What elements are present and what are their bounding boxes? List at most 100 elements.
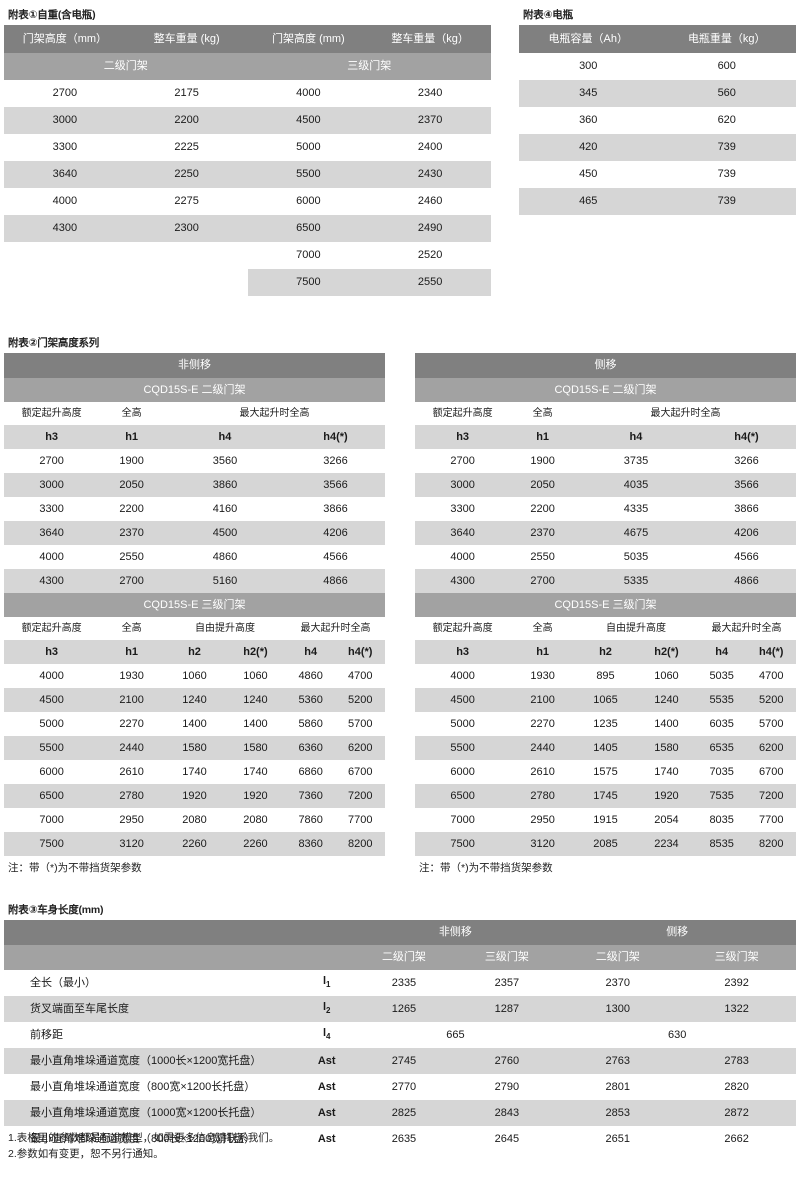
cell-r3-c2: 1405 — [575, 736, 636, 760]
cell-r0-c3: 1060 — [224, 664, 286, 688]
code-header-row: h3 h1 h2 h2(*) h4 h4(*) — [415, 640, 796, 664]
group-free-lift-height: 自由提升高度 — [575, 617, 697, 640]
cell-h1: 1900 — [99, 449, 165, 473]
cell-r5-c3: 1920 — [635, 784, 697, 808]
table-row: 4300 2300 6500 2490 — [4, 215, 491, 242]
cell-h4: 5335 — [575, 569, 697, 593]
sub-header-3: 三级门架 — [677, 945, 796, 970]
cell-r5-c5: 7200 — [335, 784, 385, 808]
cell-r0-c1: 1930 — [99, 664, 165, 688]
cell-r0-c1: 1930 — [510, 664, 576, 688]
cell-r4-c3: 1740 — [635, 760, 697, 784]
cell-r5-c4: 7360 — [285, 784, 336, 808]
cell-r1-c2: 4500 — [247, 107, 370, 134]
table-row: 4000 2550 4860 4566 — [4, 545, 385, 569]
cell-r4-c2: 2801 — [558, 1074, 678, 1100]
cell-r4-c2: 1740 — [164, 760, 225, 784]
table-row: 最小直角堆垛通道宽度（800宽×1200长托盘） Ast 2770 2790 2801 2… — [4, 1074, 796, 1100]
cell-h4-star: 3266 — [696, 449, 796, 473]
cell-r6-c0: 7000 — [415, 808, 511, 832]
cell-r5-c3: 2490 — [369, 215, 491, 242]
cell-h3: 4000 — [4, 545, 100, 569]
code-h2: h2 — [575, 640, 636, 664]
cell-h4: 3735 — [575, 449, 697, 473]
cell-r1-c1: 2100 — [99, 688, 165, 712]
cell-r5-c2: 6500 — [247, 215, 370, 242]
cell-h4: 4675 — [575, 521, 697, 545]
cell-r0-c1: 2357 — [455, 970, 559, 996]
group-header-row: 二级门架 三级门架 — [4, 53, 491, 80]
cell-r4-c4: 7035 — [696, 760, 747, 784]
table-row: 3640 2250 5500 2430 — [4, 161, 491, 188]
group-header-three-stage: 三级门架 — [247, 53, 491, 80]
section-title-three-stage: CQD15S-E 三级门架 — [415, 593, 796, 617]
table-row: 450 739 — [519, 161, 796, 188]
cell-r3-c5: 6200 — [335, 736, 385, 760]
cell-h3: 3300 — [415, 497, 511, 521]
group-rated-lift-height: 额定起升高度 — [415, 402, 511, 425]
table-row: 345 560 — [519, 80, 796, 107]
cell-r1-c1: 2200 — [125, 107, 248, 134]
cell-r0-c2: 4000 — [247, 80, 370, 107]
cell-r1-c5: 5200 — [335, 688, 385, 712]
cell-r5-c2: 2853 — [558, 1100, 678, 1126]
row-label: 最小直角堆垛通道宽度（800宽×1200长托盘） — [4, 1074, 301, 1100]
cell-r5-c0: 2825 — [352, 1100, 456, 1126]
cell-h3: 4000 — [415, 545, 511, 569]
table-row: 3300 2225 5000 2400 — [4, 134, 491, 161]
body-length-caption: 附表③车身长度(mm) — [8, 904, 104, 916]
code-h1: h1 — [99, 425, 165, 449]
cell-r3-c3: 1580 — [635, 736, 697, 760]
cell-r0-c1: 600 — [657, 53, 796, 80]
self-weight-table: 门架高度（mm） 整车重量 (kg) 门架高度 (mm) 整车重量（kg） 二级门架 三级… — [4, 25, 491, 296]
cell-r7-c2: 2085 — [575, 832, 636, 856]
code-h2: h2 — [164, 640, 225, 664]
cell-r0-c0: 2335 — [352, 970, 456, 996]
cell-r7-c1: 3120 — [510, 832, 576, 856]
cell-r1-c0: 3000 — [4, 107, 126, 134]
cell-r4-c1: 739 — [657, 161, 796, 188]
group-max-lift-height: 最大起升时全高 — [696, 617, 796, 640]
cell-h3: 2700 — [4, 449, 100, 473]
mast-note-sideshift: 注：带（*)为不带挡货架参数 — [419, 862, 553, 874]
battery-section: 附表④电瓶 电瓶容量（Ah） 电瓶重量（kg） 300 600 345 560 360 620… — [519, 8, 796, 215]
cell-r7-c5: 8200 — [335, 832, 385, 856]
cell-h4: 3560 — [164, 449, 286, 473]
mast-series-section: 附表②门架高度系列 非侧移 CQD15S-E 二级门架 额定起升高度 全高 最大起升时全… — [4, 336, 796, 876]
cell-r3-c3: 1580 — [224, 736, 286, 760]
cell-r5-c0: 6500 — [415, 784, 511, 808]
cell-r4-c4: 6860 — [285, 760, 336, 784]
variant-title: 侧移 — [415, 353, 796, 378]
column-header-2: 门架高度 (mm) — [247, 25, 370, 53]
row-symbol: Ast — [301, 1074, 353, 1100]
cell-non-sideshift-merged: 665 — [352, 1022, 559, 1048]
cell-r0-c0: 4000 — [415, 664, 511, 688]
cell-r7-c2: 7500 — [247, 269, 370, 296]
table-row: 5500 2440 1405 1580 6535 6200 — [415, 736, 796, 760]
cell-r4-c0: 6000 — [415, 760, 511, 784]
group-rated-lift-height: 额定起升高度 — [4, 402, 100, 425]
group-max-lift-height: 最大起升时全高 — [285, 617, 385, 640]
table-row: 465 739 — [519, 188, 796, 215]
code-h2: h2(*) — [224, 640, 286, 664]
cell-h1: 2700 — [99, 569, 165, 593]
cell-r6-c3: 2662 — [677, 1126, 796, 1152]
cell-r4-c1: 2790 — [455, 1074, 559, 1100]
group-max-lift-height: 最大起升时全高 — [164, 402, 385, 425]
group-header-row: 额定起升高度 全高 自由提升高度 最大起升时全高 — [415, 617, 796, 640]
cell-h3: 4300 — [415, 569, 511, 593]
cell-r7-c4: 8360 — [285, 832, 336, 856]
group-overall-height: 全高 — [510, 402, 576, 425]
group-header-two-stage: 二级门架 — [4, 53, 248, 80]
body-length-body: 非侧移 侧移 二级门架 三级门架 二级门架 三级门架 全长（最小） l1 2335 2357 237… — [4, 920, 796, 1152]
cell-r5-c2: 1920 — [164, 784, 225, 808]
group-max-lift-height: 最大起升时全高 — [575, 402, 796, 425]
cell-r1-c1: 560 — [657, 80, 796, 107]
code-h4-star: h4(*) — [696, 425, 796, 449]
cell-r7-c0: 7500 — [415, 832, 511, 856]
cell-r0-c3: 2340 — [369, 80, 491, 107]
cell-h4-star: 4566 — [285, 545, 385, 569]
cell-r0-c3: 2392 — [677, 970, 796, 996]
cell-r7-c3: 2234 — [635, 832, 697, 856]
cell-r5-c1: 739 — [657, 188, 796, 215]
